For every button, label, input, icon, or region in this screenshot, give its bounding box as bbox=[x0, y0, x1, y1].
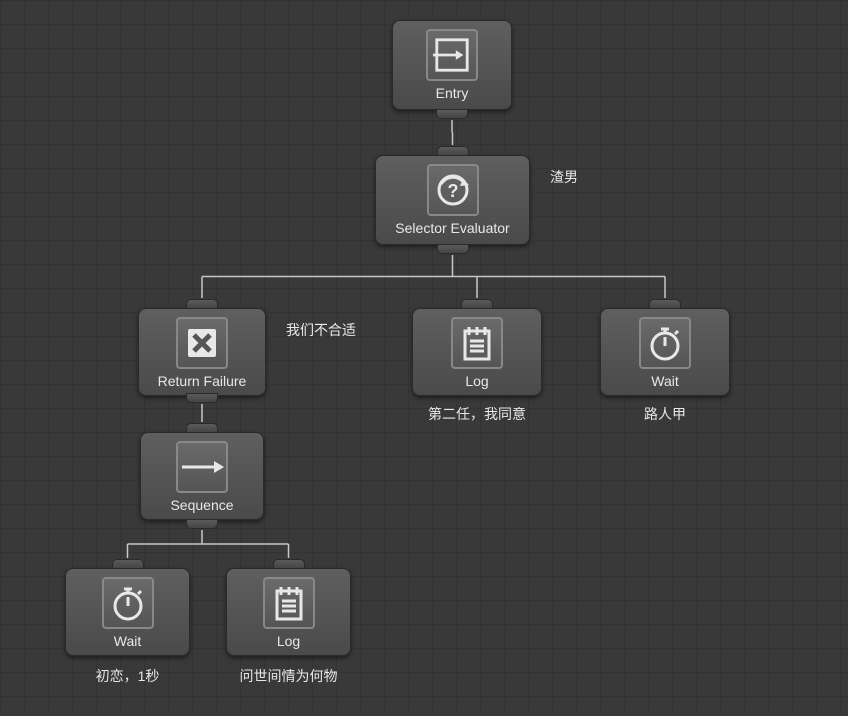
node-entry[interactable]: Entry bbox=[392, 20, 512, 110]
refresh-question-icon: ? bbox=[427, 164, 479, 216]
stopwatch-icon bbox=[102, 577, 154, 629]
notepad-icon bbox=[263, 577, 315, 629]
node-label: Log bbox=[465, 373, 488, 389]
port-in[interactable] bbox=[437, 146, 469, 156]
behavior-tree-canvas[interactable]: Entry? Selector Evaluator 渣男 Return Failure… bbox=[0, 0, 848, 716]
node-label: Wait bbox=[114, 633, 141, 649]
node-bottom-label: 初恋，1秒 bbox=[58, 666, 198, 686]
svg-text:?: ? bbox=[447, 181, 458, 201]
notepad-icon bbox=[451, 317, 503, 369]
node-bottom-label: 第二任，我同意 bbox=[407, 404, 547, 424]
node-label: Return Failure bbox=[158, 373, 247, 389]
node-label: Sequence bbox=[170, 497, 233, 513]
node-return_failure[interactable]: Return Failure bbox=[138, 308, 266, 396]
node-label: Wait bbox=[651, 373, 678, 389]
port-out[interactable] bbox=[437, 244, 469, 254]
port-in[interactable] bbox=[186, 423, 218, 433]
port-in[interactable] bbox=[649, 299, 681, 309]
entry-icon bbox=[426, 29, 478, 81]
port-out[interactable] bbox=[186, 519, 218, 529]
port-out[interactable] bbox=[436, 109, 468, 119]
node-log2[interactable]: Log bbox=[226, 568, 351, 656]
node-label: Selector Evaluator bbox=[395, 220, 509, 236]
port-in[interactable] bbox=[461, 299, 493, 309]
node-sequence[interactable]: Sequence bbox=[140, 432, 264, 520]
port-in[interactable] bbox=[112, 559, 144, 569]
node-log1[interactable]: Log bbox=[412, 308, 542, 396]
node-side-label: 渣男 bbox=[550, 167, 578, 187]
failure-x-icon bbox=[176, 317, 228, 369]
node-label: Log bbox=[277, 633, 300, 649]
node-wait2[interactable]: Wait bbox=[65, 568, 190, 656]
node-selector_eval[interactable]: ? Selector Evaluator bbox=[375, 155, 530, 245]
arrow-right-icon bbox=[176, 441, 228, 493]
node-bottom-label: 问世间情为何物 bbox=[219, 666, 359, 686]
stopwatch-icon bbox=[639, 317, 691, 369]
node-label: Entry bbox=[436, 85, 469, 101]
node-side-label: 我们不合适 bbox=[286, 320, 356, 340]
node-bottom-label: 路人甲 bbox=[595, 404, 735, 424]
port-out[interactable] bbox=[186, 393, 218, 403]
port-in[interactable] bbox=[186, 299, 218, 309]
port-in[interactable] bbox=[273, 559, 305, 569]
node-wait1[interactable]: Wait bbox=[600, 308, 730, 396]
